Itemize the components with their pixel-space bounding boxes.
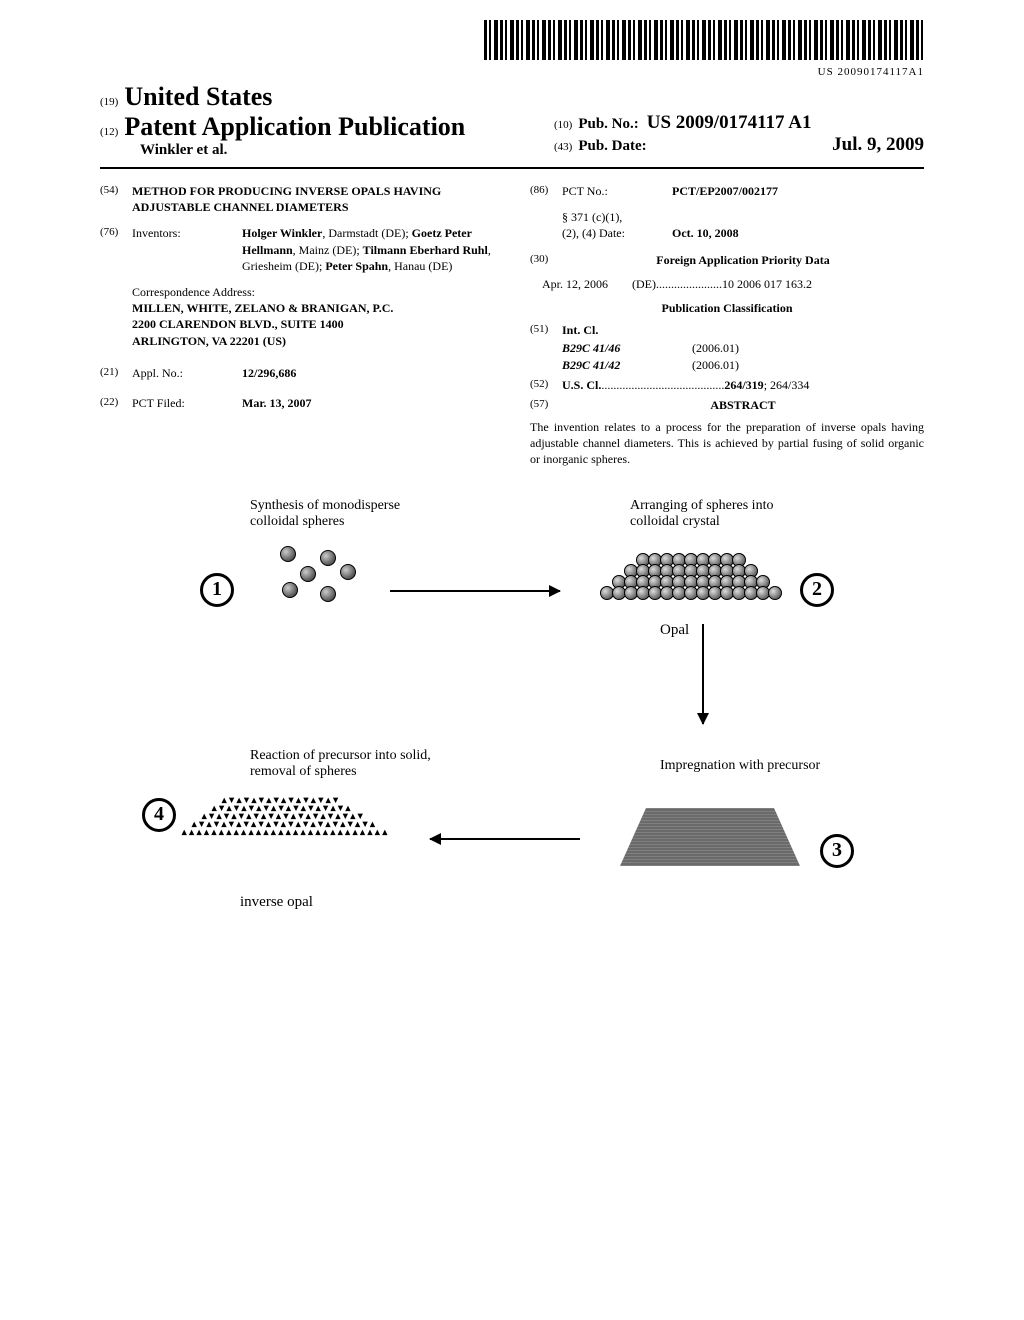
pub-date: Jul. 9, 2009: [832, 134, 924, 156]
step-3-circle: 3: [820, 834, 854, 868]
code-51: (51): [530, 322, 562, 338]
step-3-num: 3: [832, 839, 842, 862]
code-12: (12): [100, 126, 118, 138]
step-1-circle: 1: [200, 573, 234, 607]
foreign-priority-dots: ......................: [656, 276, 722, 292]
correspondence-block: Correspondence Address: MILLEN, WHITE, Z…: [132, 284, 494, 349]
barcode-block: US 20090174117A1: [100, 20, 924, 78]
code-19: (19): [100, 96, 118, 108]
inventor-2-loc: , Mainz (DE);: [293, 243, 363, 257]
opal-caption: Opal: [660, 622, 689, 639]
code-76: (76): [100, 225, 132, 274]
us-cl-sub: ; 264/334: [764, 377, 810, 393]
authors-line: Winkler et al.: [140, 142, 554, 159]
step-3-label: Impregnation with precursor: [660, 758, 830, 774]
inventors-label: Inventors:: [132, 225, 242, 274]
code-43: (43): [554, 141, 572, 153]
step-4-num: 4: [154, 803, 164, 826]
pct-no-label: PCT No.:: [562, 183, 672, 199]
inventor-1-name: Holger Winkler: [242, 226, 322, 240]
int-cl-2-code: B29C 41/42: [562, 357, 692, 373]
correspondence-line-2: 2200 CLARENDON BLVD., SUITE 1400: [132, 316, 494, 332]
sec371-line-a: § 371 (c)(1),: [562, 209, 924, 225]
inverse-opal-caption: inverse opal: [240, 894, 313, 911]
inventor-1-loc: , Darmstadt (DE);: [322, 226, 411, 240]
step-1-label: Synthesis of monodisperse colloidal sphe…: [250, 498, 450, 530]
header-block: (19) United States (12) Patent Applicati…: [100, 82, 924, 159]
correspondence-label: Correspondence Address:: [132, 284, 494, 300]
sec371-date: Oct. 10, 2008: [672, 225, 739, 241]
invention-title: METHOD FOR PRODUCING INVERSE OPALS HAVIN…: [132, 183, 494, 215]
arrow-3-to-4: [430, 838, 580, 840]
process-figure: Synthesis of monodisperse colloidal sphe…: [100, 498, 924, 938]
inverse-opal-graphic: ▴▾▴▾▴▾▴▾▴▾▴▾▴▾▴▾ ▴▾▴▾▴▾▴▾▴▾▴▾▴▾▴▾▴▾▴ ▴▾▴…: [180, 796, 388, 836]
step-2-circle: 2: [800, 573, 834, 607]
pub-no: US 2009/0174117 A1: [647, 112, 812, 134]
abstract-heading: ABSTRACT: [562, 397, 924, 413]
barcode-number: US 20090174117A1: [100, 66, 924, 78]
int-cl-2-year: (2006.01): [692, 357, 739, 373]
foreign-priority-country: (DE): [632, 276, 656, 292]
abstract-text: The invention relates to a process for t…: [530, 419, 924, 468]
foreign-priority-heading: Foreign Application Priority Data: [562, 252, 924, 268]
left-column: (54) METHOD FOR PRODUCING INVERSE OPALS …: [100, 183, 494, 468]
int-cl-1-code: B29C 41/46: [562, 340, 692, 356]
right-column: (86) PCT No.: PCT/EP2007/002177 § 371 (c…: [530, 183, 924, 468]
appl-no: 12/296,686: [242, 365, 494, 381]
appl-no-label: Appl. No.:: [132, 365, 242, 381]
inventor-4-loc: , Hanau (DE): [388, 259, 452, 273]
us-cl-label: U.S. Cl.: [562, 377, 601, 393]
bibliographic-columns: (54) METHOD FOR PRODUCING INVERSE OPALS …: [100, 183, 924, 468]
code-52: (52): [530, 377, 562, 393]
correspondence-line-3: ARLINGTON, VA 22201 (US): [132, 333, 494, 349]
sec371-line-b: (2), (4) Date:: [562, 225, 672, 241]
inventors-list: Holger Winkler, Darmstadt (DE); Goetz Pe…: [242, 225, 494, 274]
barcode-graphic: [484, 20, 924, 60]
publication-type-title: Patent Application Publication: [124, 112, 465, 142]
pct-filed-label: PCT Filed:: [132, 395, 242, 411]
opal-crystal-graphic: [600, 553, 780, 600]
pct-no: PCT/EP2007/002177: [672, 183, 924, 199]
pub-date-label: Pub. Date:: [578, 138, 646, 155]
code-86: (86): [530, 183, 562, 199]
us-cl-main: 264/319: [724, 377, 763, 393]
int-cl-label: Int. Cl.: [562, 322, 598, 338]
step-2-label: Arranging of spheres into colloidal crys…: [630, 498, 810, 530]
code-54: (54): [100, 183, 132, 215]
arrow-1-to-2: [390, 590, 560, 592]
step-2-num: 2: [812, 578, 822, 601]
correspondence-line-1: MILLEN, WHITE, ZELANO & BRANIGAN, P.C.: [132, 300, 494, 316]
divider-rule: [100, 167, 924, 169]
code-22: (22): [100, 395, 132, 411]
foreign-priority-number: 10 2006 017 163.2: [722, 276, 812, 292]
arrow-2-to-3: [702, 624, 704, 724]
publication-classification-heading: Publication Classification: [530, 300, 924, 316]
impregnated-graphic: [620, 808, 800, 866]
country-name: United States: [124, 82, 272, 112]
step-1-num: 1: [212, 578, 222, 601]
pct-filed-date: Mar. 13, 2007: [242, 395, 494, 411]
us-cl-dots: ........................................…: [601, 377, 724, 393]
code-30: (30): [530, 252, 562, 268]
inventor-3-name: Tilmann Eberhard Ruhl: [363, 243, 488, 257]
step-4-circle: 4: [142, 798, 176, 832]
code-21: (21): [100, 365, 132, 381]
int-cl-1-year: (2006.01): [692, 340, 739, 356]
code-10: (10): [554, 119, 572, 131]
step-4-label: Reaction of precursor into solid, remova…: [250, 748, 480, 780]
pub-no-label: Pub. No.:: [578, 116, 638, 133]
code-57: (57): [530, 397, 562, 413]
foreign-priority-date: Apr. 12, 2006: [542, 276, 608, 292]
inventor-4-name: Peter Spahn: [325, 259, 388, 273]
